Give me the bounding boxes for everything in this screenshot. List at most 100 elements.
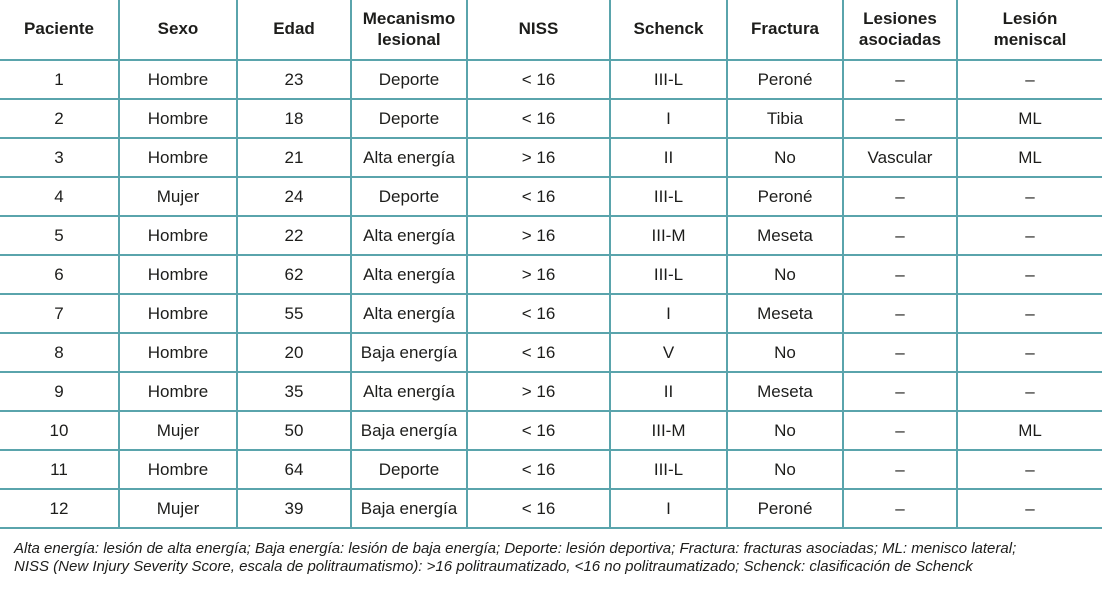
table-cell: 64 [237, 450, 352, 490]
table-cell: III-L [610, 255, 728, 295]
table-cell: I [610, 99, 728, 139]
column-header-edad: Edad [237, 0, 352, 61]
table-cell: – [957, 177, 1102, 217]
table-cell: ML [957, 411, 1102, 451]
table-cell: Deporte [351, 177, 468, 217]
column-header-paciente: Paciente [0, 0, 120, 61]
table-cell: < 16 [467, 450, 611, 490]
table-cell: – [957, 489, 1102, 529]
table-cell: > 16 [467, 372, 611, 412]
column-header-fractura: Fractura [727, 0, 844, 61]
table-cell: 5 [0, 216, 120, 256]
table-cell: No [727, 333, 844, 373]
table-cell: Peroné [727, 60, 844, 100]
table-row: 9 Hombre 35 Alta energía > 16 II Meseta – – [0, 372, 1102, 412]
table-cell: – [843, 333, 958, 373]
table-cell: Meseta [727, 216, 844, 256]
table-cell: I [610, 489, 728, 529]
table-cell: Baja energía [351, 489, 468, 529]
column-header-lesion-meniscal: Lesión meniscal [957, 0, 1102, 61]
table-cell: – [843, 294, 958, 334]
table-cell: 7 [0, 294, 120, 334]
table-cell: Peroné [727, 177, 844, 217]
table-cell: Mujer [119, 177, 238, 217]
table-cell: 4 [0, 177, 120, 217]
table-cell: 22 [237, 216, 352, 256]
table-cell: – [957, 60, 1102, 100]
table-cell: Hombre [119, 138, 238, 178]
table-cell: – [843, 255, 958, 295]
column-header-schenck: Schenck [610, 0, 728, 61]
table-cell: – [957, 216, 1102, 256]
table-cell: 9 [0, 372, 120, 412]
footnote-line: NISS (New Injury Severity Score, escala … [14, 558, 973, 576]
table-cell: – [843, 489, 958, 529]
table-cell: II [610, 138, 728, 178]
table-cell: ML [957, 99, 1102, 139]
table-cell: 6 [0, 255, 120, 295]
column-header-lesiones-asociadas: Lesiones asociadas [843, 0, 958, 61]
table-cell: III-M [610, 216, 728, 256]
table-cell: I [610, 294, 728, 334]
table-cell: – [957, 255, 1102, 295]
footnote-line: Alta energía: lesión de alta energía; Ba… [14, 540, 1017, 557]
table-cell: < 16 [467, 489, 611, 529]
table-cell: 24 [237, 177, 352, 217]
table-cell: III-L [610, 60, 728, 100]
table-cell: – [843, 177, 958, 217]
table-cell: Mujer [119, 411, 238, 451]
table-cell: Alta energía [351, 372, 468, 412]
column-header-niss: NISS [467, 0, 611, 61]
table-cell: – [957, 372, 1102, 412]
column-header-sexo: Sexo [119, 0, 238, 61]
table-cell: Baja energía [351, 333, 468, 373]
table-cell: Mujer [119, 489, 238, 529]
table-cell: 23 [237, 60, 352, 100]
table-cell: Hombre [119, 372, 238, 412]
table-cell: V [610, 333, 728, 373]
table-cell: Hombre [119, 99, 238, 139]
table-cell: 12 [0, 489, 120, 529]
table-cell: 21 [237, 138, 352, 178]
table-cell: – [843, 60, 958, 100]
table-cell: – [843, 411, 958, 451]
table-cell: – [843, 372, 958, 412]
table-row: 11 Hombre 64 Deporte < 16 III-L No – – [0, 450, 1102, 490]
table-cell: No [727, 138, 844, 178]
table-cell: < 16 [467, 333, 611, 373]
table-cell: ML [957, 138, 1102, 178]
table-cell: No [727, 450, 844, 490]
table-cell: Vascular [843, 138, 958, 178]
table-cell: Baja energía [351, 411, 468, 451]
table-cell: III-M [610, 411, 728, 451]
table-cell: 39 [237, 489, 352, 529]
table-header: Paciente Sexo Edad Mecanismo lesional NI… [0, 0, 1102, 61]
table-body: 1 Hombre 23 Deporte < 16 III-L Peroné – –2 Hombre… [0, 60, 1102, 529]
table-cell: 55 [237, 294, 352, 334]
table-cell: 20 [237, 333, 352, 373]
table-row: 2 Hombre 18 Deporte < 16 I Tibia – ML [0, 99, 1102, 139]
table-cell: Deporte [351, 99, 468, 139]
table-row: 6 Hombre 62 Alta energía > 16 III-L No – – [0, 255, 1102, 295]
table-cell: Hombre [119, 450, 238, 490]
table-row: 7 Hombre 55 Alta energía < 16 I Meseta – – [0, 294, 1102, 334]
table-cell: Hombre [119, 333, 238, 373]
table-cell: 62 [237, 255, 352, 295]
table-cell: 8 [0, 333, 120, 373]
table-cell: – [843, 99, 958, 139]
table-cell: III-L [610, 450, 728, 490]
table-cell: > 16 [467, 216, 611, 256]
table-cell: < 16 [467, 294, 611, 334]
table-cell: < 16 [467, 411, 611, 451]
table-cell: 50 [237, 411, 352, 451]
table-footnote: Alta energía: lesión de alta energía; Ba… [0, 540, 1102, 577]
table-cell: < 16 [467, 99, 611, 139]
table-cell: Hombre [119, 60, 238, 100]
table-cell: – [957, 294, 1102, 334]
table-cell: 10 [0, 411, 120, 451]
table-cell: Alta energía [351, 294, 468, 334]
table-cell: III-L [610, 177, 728, 217]
table-row: 3 Hombre 21 Alta energía > 16 II No Vascular ML [0, 138, 1102, 178]
table-cell: Hombre [119, 216, 238, 256]
